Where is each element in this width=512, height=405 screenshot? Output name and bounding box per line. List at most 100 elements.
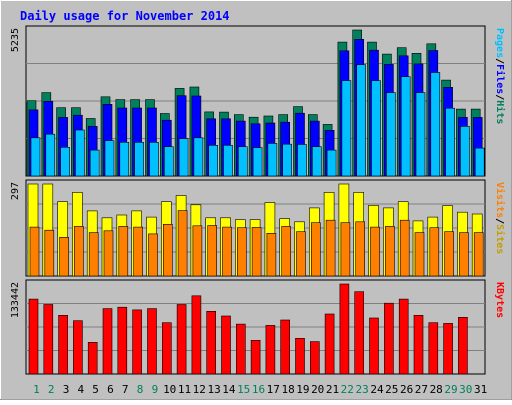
bar-kbytes-19 (295, 337, 305, 375)
bar-kbytes-26 (398, 298, 409, 375)
bar-kbytes-28 (428, 322, 439, 375)
top-panel-axis-label: Pages/Files/Hits (494, 28, 506, 124)
bottom-panel-axis-label: KBytes (494, 282, 505, 318)
bar-kbytes-30 (458, 316, 468, 375)
bar-kbytes-5 (87, 341, 98, 375)
bar-sites-18 (281, 226, 292, 277)
day-label-14: 14 (222, 383, 236, 396)
axis-label-part: KBytes (494, 282, 505, 318)
axis-label-part: Files (494, 64, 506, 94)
bar-sites-10 (163, 224, 173, 277)
bar-sites-11 (177, 210, 188, 277)
bar-pages-19 (297, 144, 307, 177)
axis-label-part: / (494, 94, 505, 100)
bar-sites-23 (355, 221, 366, 277)
bar-sites-2 (44, 229, 55, 277)
bar-pages-17 (267, 143, 278, 177)
bar-pages-16 (252, 147, 263, 177)
bar-pages-9 (149, 142, 159, 177)
middle-panel-max-label: 297 (10, 182, 21, 200)
bar-sites-14 (222, 226, 232, 277)
bar-pages-8 (134, 142, 144, 177)
day-label-17: 17 (267, 383, 280, 396)
bar-pages-22 (341, 80, 352, 177)
bar-sites-17 (266, 233, 277, 277)
bar-sites-6 (103, 230, 114, 277)
bar-kbytes-22 (339, 283, 350, 375)
bar-sites-8 (133, 226, 143, 277)
bar-pages-13 (208, 145, 218, 177)
chart-title: Daily usage for November 2014 (20, 9, 230, 23)
day-label-4: 4 (77, 383, 84, 396)
day-label-7: 7 (122, 383, 129, 396)
day-label-5: 5 (92, 383, 99, 396)
middle-panel-axis-label: Visits/Sites (494, 182, 506, 254)
bar-kbytes-2 (43, 304, 54, 375)
day-label-15: 15 (237, 383, 250, 396)
bar-kbytes-10 (162, 322, 172, 375)
bar-pages-11 (178, 138, 189, 177)
bar-kbytes-3 (58, 314, 68, 375)
bar-kbytes-23 (354, 291, 365, 375)
bar-sites-1 (29, 226, 40, 277)
bar-pages-31 (474, 147, 485, 177)
bar-sites-25 (385, 226, 395, 277)
bar-sites-3 (59, 237, 69, 277)
bottom-panel-max-label: 133442 (10, 282, 21, 318)
bar-pages-30 (460, 126, 470, 177)
bar-sites-13 (207, 225, 217, 277)
bar-sites-16 (251, 227, 262, 277)
bar-kbytes-25 (384, 302, 394, 375)
bar-kbytes-4 (73, 320, 83, 375)
bar-sites-21 (325, 219, 336, 277)
bar-kbytes-8 (132, 309, 142, 375)
axis-label-part: Pages (494, 28, 505, 58)
bar-sites-26 (399, 219, 410, 277)
axis-label-part: / (494, 218, 505, 224)
bar-pages-18 (282, 143, 293, 177)
day-label-3: 3 (63, 383, 70, 396)
day-label-12: 12 (193, 383, 206, 396)
day-label-28: 28 (430, 383, 443, 396)
bar-pages-6 (104, 140, 115, 177)
bar-kbytes-16 (250, 339, 261, 375)
day-label-22: 22 (341, 383, 354, 396)
day-label-27: 27 (415, 383, 428, 396)
bar-sites-24 (370, 226, 380, 277)
axis-label-part: Visits (494, 182, 506, 218)
bar-pages-24 (371, 80, 381, 177)
day-label-26: 26 (400, 383, 413, 396)
day-label-20: 20 (311, 383, 324, 396)
day-label-18: 18 (281, 383, 294, 396)
bar-sites-5 (88, 232, 99, 277)
bar-kbytes-21 (324, 313, 335, 375)
bar-pages-3 (60, 147, 70, 177)
day-label-8: 8 (137, 383, 144, 396)
bar-pages-23 (356, 64, 367, 177)
bar-kbytes-24 (369, 317, 379, 375)
bar-kbytes-9 (147, 308, 157, 375)
axis-label-part: Hits (494, 100, 506, 124)
bar-sites-9 (148, 233, 158, 277)
bar-pages-20 (311, 146, 322, 177)
bar-sites-7 (118, 226, 129, 277)
bar-kbytes-17 (265, 325, 276, 375)
day-label-16: 16 (252, 383, 265, 396)
day-label-24: 24 (370, 383, 384, 396)
bar-kbytes-12 (191, 295, 202, 375)
axis-label-part: Sites (494, 224, 506, 254)
top-panel-max-label: 5235 (10, 28, 21, 52)
day-label-31: 31 (474, 383, 487, 396)
bar-pages-12 (193, 137, 204, 177)
bar-pages-26 (400, 76, 411, 177)
bar-sites-15 (237, 227, 247, 277)
bar-kbytes-27 (413, 314, 424, 375)
day-label-6: 6 (107, 383, 114, 396)
bar-sites-19 (296, 231, 306, 277)
axis-label-part: / (494, 58, 505, 64)
day-label-11: 11 (178, 383, 191, 396)
day-label-10: 10 (163, 383, 176, 396)
bar-kbytes-6 (102, 308, 113, 375)
